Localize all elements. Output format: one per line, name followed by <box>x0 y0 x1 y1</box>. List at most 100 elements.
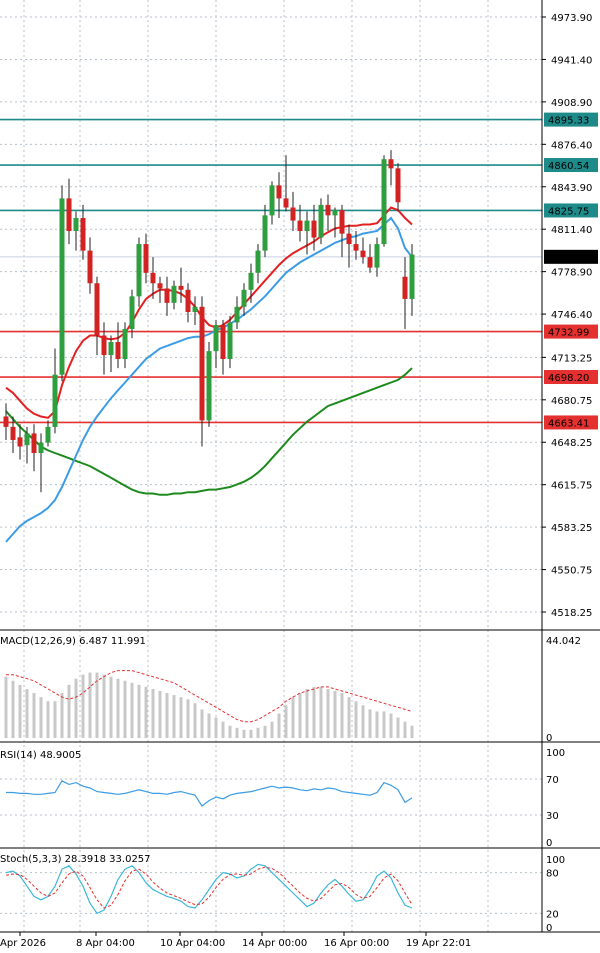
candle-body <box>262 215 268 251</box>
macd-histogram-bar <box>368 709 372 738</box>
x-tick-label: 19 Apr 22:01 <box>406 938 471 949</box>
candles <box>3 150 415 493</box>
level-label: 4860.54 <box>548 161 589 172</box>
candle-body <box>381 159 387 245</box>
macd-title: MACD(12,26,9) 6.487 11.991 <box>0 636 146 647</box>
macd-histogram-bar <box>4 676 8 738</box>
candle-body <box>143 244 149 273</box>
macd-tick-label: 0 <box>546 733 552 744</box>
x-tick-label: 16 Apr 00:00 <box>324 938 389 949</box>
macd-histogram-bar <box>123 680 127 738</box>
candle-body <box>290 207 296 221</box>
macd-histogram-bar <box>228 725 232 738</box>
candle-body <box>87 250 93 284</box>
candle-body <box>234 306 240 323</box>
candle-body <box>220 325 226 359</box>
candle-body <box>241 289 247 307</box>
macd-histogram-bar <box>396 717 400 738</box>
price-tick-label: 4973.90 <box>551 13 592 24</box>
macd-histogram-bar <box>67 684 71 738</box>
macd-histogram-bar <box>81 674 85 738</box>
macd-histogram-bar <box>361 705 365 738</box>
macd-histogram-bar <box>158 690 162 738</box>
price-tick-label: 4550.75 <box>551 566 592 577</box>
macd-histogram-bar <box>347 697 351 738</box>
candle-body <box>388 159 394 169</box>
candle-body <box>360 250 366 258</box>
macd-histogram-bar <box>109 676 113 738</box>
macd-histogram-bar <box>144 686 148 738</box>
price-tick-label: 4583.25 <box>551 523 592 534</box>
macd-histogram-bar <box>242 729 246 738</box>
macd-histogram-bar <box>102 674 106 738</box>
level-label: 4698.20 <box>548 373 589 384</box>
price-tick-label: 4648.25 <box>551 438 592 449</box>
current-price-label: 4790.24 <box>548 253 589 264</box>
macd-histogram-bar <box>319 686 323 738</box>
stoch-tick-label: 20 <box>546 909 559 920</box>
macd-histogram-bar <box>95 672 99 738</box>
candle-body <box>157 283 163 289</box>
macd-histogram-bar <box>382 711 386 738</box>
rsi-tick-label: 30 <box>546 811 559 822</box>
candle-body <box>115 342 121 359</box>
x-tick-label: 10 Apr 04:00 <box>160 938 225 949</box>
rsi-tick-label: 0 <box>546 838 552 849</box>
macd-histogram-bar <box>354 701 358 738</box>
macd-histogram-bar <box>18 684 22 738</box>
macd-histogram-bar <box>249 729 253 738</box>
rsi-tick-label: 100 <box>546 748 565 759</box>
candle-body <box>332 210 338 216</box>
stoch-tick-label: 0 <box>546 923 552 934</box>
candle-body <box>395 168 401 203</box>
candle-body <box>80 217 86 251</box>
candle-body <box>31 433 37 454</box>
candle-body <box>318 204 324 238</box>
macd-histogram-bar <box>312 686 316 738</box>
candle-body <box>206 351 212 421</box>
candle-body <box>108 342 114 356</box>
candle-body <box>248 272 254 290</box>
price-tick-label: 4811.40 <box>551 225 592 236</box>
macd-histogram-bar <box>410 725 414 738</box>
candle-body <box>402 276 408 299</box>
candle-body <box>10 426 16 440</box>
rsi-tick-label: 70 <box>546 775 559 786</box>
price-tick-label: 4941.40 <box>551 55 592 66</box>
level-label-box <box>544 324 598 339</box>
price-tick-label: 4518.25 <box>551 608 592 619</box>
candle-body <box>164 288 170 303</box>
candle-body <box>227 322 233 359</box>
indicator-panels: MACD(12,26,9) 6.487 11.991 RSI(14) 48.900… <box>0 636 414 915</box>
level-label-box <box>544 370 598 385</box>
candle-body <box>3 416 9 427</box>
macd-histogram-bar <box>193 703 197 738</box>
candle-body <box>304 220 310 232</box>
ma-blue-line <box>5 216 413 543</box>
level-label-box <box>544 203 598 218</box>
stoch-tick-label: 80 <box>546 869 559 880</box>
level-label: 4663.41 <box>548 418 589 429</box>
stoch-title: Stoch(5,3,3) 28.3918 33.0257 <box>0 854 151 865</box>
candle-body <box>374 244 380 268</box>
macd-histogram-bar <box>389 713 393 738</box>
candle-body <box>255 250 261 273</box>
x-tick-label: 14 Apr 00:00 <box>242 938 307 949</box>
candle-body <box>192 306 198 312</box>
candle-body <box>199 306 205 421</box>
candle-body <box>136 244 142 297</box>
macd-histogram-bar <box>333 690 337 738</box>
candle-body <box>150 272 156 284</box>
candle-body <box>353 244 359 251</box>
candle-body <box>73 217 79 232</box>
macd-histogram-bar <box>221 721 225 738</box>
macd-histogram-bar <box>179 697 183 738</box>
candle-body <box>101 335 107 356</box>
level-label-box <box>544 415 598 430</box>
macd-histogram-bar <box>284 705 288 738</box>
candle-body <box>276 185 282 199</box>
price-tick-label: 4746.40 <box>551 310 592 321</box>
